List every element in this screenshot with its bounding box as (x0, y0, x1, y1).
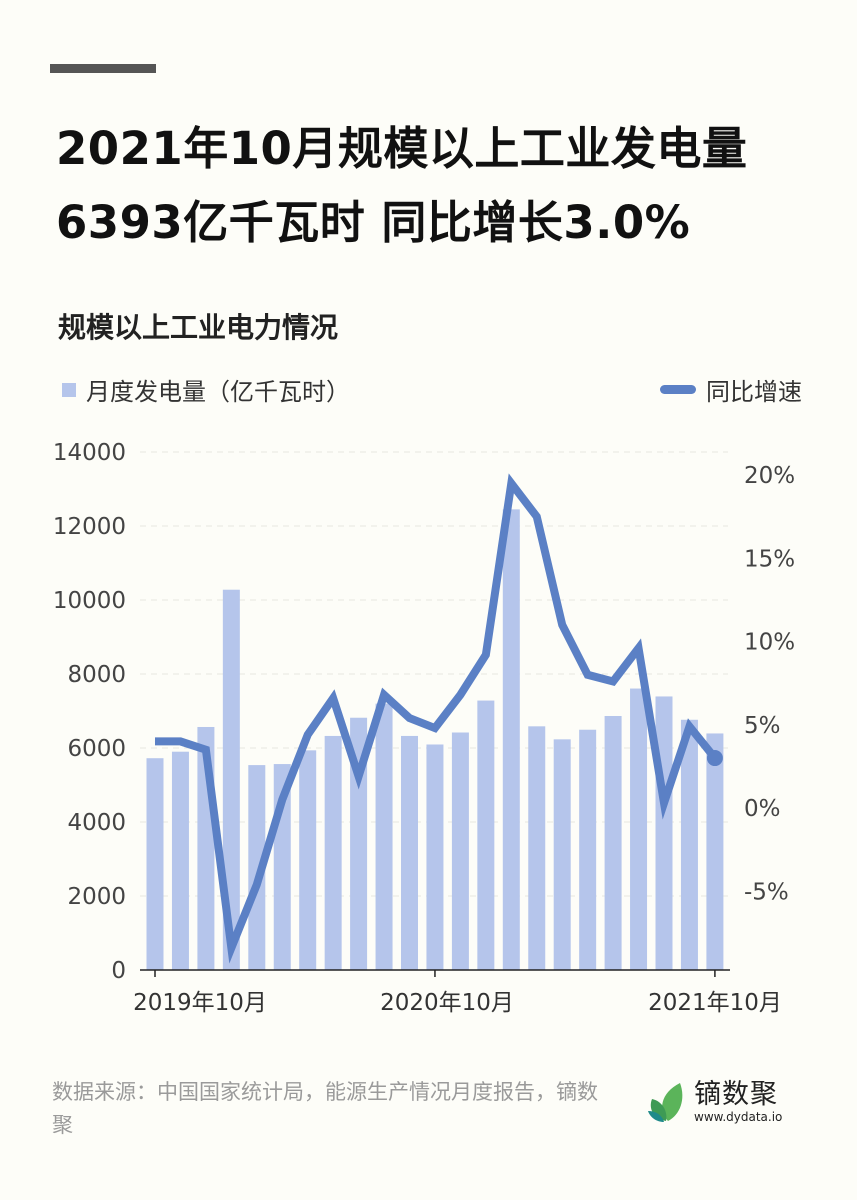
logo-name: 镝数聚 (694, 1079, 778, 1110)
left-axis-tick-label: 12000 (53, 514, 126, 540)
legend-item-line: 同比增速 (660, 372, 802, 407)
page-title: 2021年10月规模以上工业发电量6393亿千瓦时 同比增长3.0% (56, 122, 748, 249)
logo-url: www.dydata.io (694, 1110, 783, 1124)
left-axis-tick-label: 8000 (67, 662, 126, 688)
left-axis-tick-label: 2000 (67, 884, 126, 910)
bar-2021-09 (680, 719, 698, 970)
bar-2020-09 (401, 735, 418, 970)
bar-2019-10 (146, 758, 164, 970)
left-axis-tick-label: 4000 (67, 810, 126, 836)
bar-2021-10 (706, 733, 724, 970)
bar-2021-03 (528, 726, 546, 970)
chart-subtitle: 规模以上工业电力情况 (58, 311, 339, 344)
growth-point-2021-10 (706, 750, 723, 767)
bar-2020-01~02 (222, 589, 240, 970)
bar-2020-12 (477, 700, 495, 970)
legend-bar-label: 月度发电量（亿千瓦时） (86, 378, 350, 406)
left-axis-tick-label: 14000 (53, 440, 126, 466)
bar-2021-06 (604, 715, 622, 970)
legend-bar-swatch (62, 382, 76, 397)
bar-2020-07 (350, 717, 368, 970)
right-axis-tick-label: 15% (744, 546, 795, 572)
decorative-top-bar (50, 64, 156, 73)
brand-logo: 镝数聚 www.dydata.io (646, 1080, 782, 1124)
right-axis-tick-label: 0% (744, 796, 781, 822)
left-axis-tick-label: 6000 (67, 736, 126, 762)
bar-2020-11 (451, 732, 469, 970)
legend-line-swatch (660, 385, 696, 394)
right-axis-tick-label: -5% (744, 879, 789, 905)
bar-2021-08 (655, 696, 673, 970)
bar-2021-07 (630, 688, 648, 970)
x-axis-tick-label: 2020年10月 (380, 990, 514, 1016)
right-axis-tick-label: 10% (744, 630, 795, 656)
source-note: 数据来源：中国国家统计局，能源生产情况月度报告，镝数聚 (52, 1080, 598, 1137)
bar-2021-04 (553, 739, 571, 970)
right-axis-tick-label: 5% (744, 713, 781, 739)
legend-item-bar: 月度发电量（亿千瓦时） (62, 372, 350, 407)
bar-2020-10 (426, 744, 444, 970)
leaf-logo-icon (648, 1083, 683, 1122)
left-axis-tick-label: 10000 (53, 588, 126, 614)
bar-2021-01~02 (502, 509, 520, 970)
bar-2020-05 (299, 750, 317, 970)
left-axis-tick-label: 0 (111, 958, 126, 984)
x-axis-tick-label: 2019年10月 (133, 990, 267, 1016)
legend-line-label: 同比增速 (706, 378, 802, 406)
bar-2019-11 (171, 751, 189, 970)
bar-2020-03 (248, 765, 266, 970)
right-axis-tick-label: 20% (744, 463, 795, 489)
bar-2020-06 (324, 735, 342, 970)
x-axis-tick-label: 2021年10月 (648, 990, 782, 1016)
bar-2020-08 (375, 703, 393, 970)
bar-2021-05 (579, 729, 597, 970)
